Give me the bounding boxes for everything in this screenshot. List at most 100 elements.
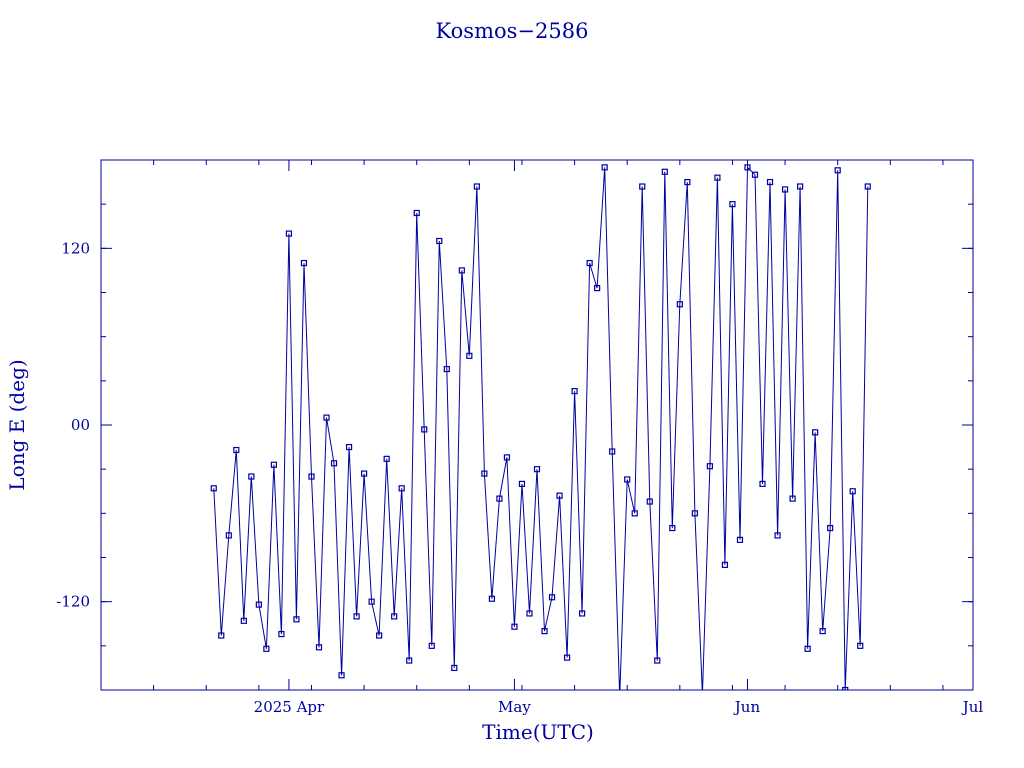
data-point bbox=[413, 209, 420, 217]
data-point bbox=[624, 476, 631, 483]
data-point bbox=[827, 524, 834, 532]
data-point bbox=[353, 613, 360, 620]
data-point bbox=[293, 616, 300, 623]
data-point bbox=[594, 284, 601, 292]
data-point bbox=[706, 463, 713, 470]
data-point bbox=[729, 201, 736, 208]
data-point bbox=[503, 454, 511, 461]
data-point bbox=[406, 657, 413, 664]
data-point bbox=[684, 178, 691, 186]
data-point bbox=[361, 470, 368, 477]
x-tick-label: 2025 Apr bbox=[254, 698, 325, 716]
series-group bbox=[210, 164, 871, 700]
x-tick-label: Jul bbox=[961, 698, 984, 716]
data-point bbox=[338, 672, 345, 679]
data-point bbox=[315, 644, 323, 651]
data-point bbox=[263, 645, 270, 652]
data-point bbox=[285, 230, 293, 237]
data-point bbox=[774, 532, 781, 539]
data-point bbox=[789, 495, 796, 502]
data-point bbox=[804, 645, 811, 652]
data-point bbox=[639, 183, 646, 190]
data-point bbox=[654, 657, 661, 664]
data-point bbox=[466, 352, 473, 359]
data-point bbox=[736, 536, 744, 543]
data-point bbox=[383, 455, 390, 462]
data-point bbox=[473, 183, 480, 190]
data-point bbox=[436, 237, 443, 245]
data-point bbox=[533, 466, 541, 473]
data-point bbox=[376, 632, 383, 639]
data-point bbox=[864, 183, 871, 190]
data-point bbox=[278, 630, 285, 638]
data-point bbox=[481, 470, 488, 477]
x-tick-label: Jun bbox=[733, 698, 761, 716]
data-point bbox=[759, 480, 766, 487]
data-point bbox=[488, 595, 495, 602]
data-point bbox=[781, 186, 789, 193]
data-point bbox=[308, 473, 315, 480]
data-point bbox=[458, 267, 465, 274]
data-point bbox=[819, 628, 826, 635]
plot-frame bbox=[100, 159, 974, 691]
data-point bbox=[255, 601, 262, 608]
data-point bbox=[511, 623, 518, 630]
data-point bbox=[526, 610, 533, 617]
data-point bbox=[797, 183, 804, 190]
data-point bbox=[571, 388, 578, 395]
data-point bbox=[676, 301, 683, 308]
data-point bbox=[270, 461, 277, 468]
data-point bbox=[563, 654, 571, 661]
data-point bbox=[368, 598, 375, 605]
series-line bbox=[213, 166, 869, 690]
data-point bbox=[849, 488, 856, 495]
data-point bbox=[541, 628, 548, 635]
data-point bbox=[751, 171, 759, 178]
axis-ticks bbox=[100, 159, 974, 691]
data-point bbox=[330, 460, 338, 467]
data-point bbox=[669, 524, 676, 532]
data-point bbox=[496, 495, 503, 502]
data-point bbox=[812, 429, 819, 436]
data-point bbox=[646, 498, 653, 505]
data-point bbox=[857, 642, 864, 649]
data-point bbox=[586, 259, 593, 267]
data-point bbox=[210, 485, 217, 492]
data-point bbox=[451, 664, 458, 672]
data-point bbox=[518, 480, 526, 487]
y-axis-label: Long E (deg) bbox=[5, 359, 29, 490]
data-point bbox=[721, 561, 729, 568]
data-point bbox=[548, 594, 556, 601]
data-point bbox=[300, 259, 308, 267]
data-point bbox=[421, 426, 428, 433]
chart-title: Kosmos−2586 bbox=[436, 19, 589, 43]
data-point bbox=[240, 617, 247, 624]
data-point bbox=[842, 686, 849, 690]
data-point bbox=[391, 613, 398, 620]
data-point bbox=[233, 446, 240, 454]
data-point bbox=[617, 695, 622, 700]
data-point bbox=[248, 473, 255, 480]
data-point bbox=[631, 510, 638, 517]
x-tick-label: May bbox=[498, 698, 531, 716]
data-point bbox=[556, 492, 563, 499]
data-point bbox=[218, 632, 225, 639]
data-point bbox=[345, 443, 353, 451]
data-point bbox=[609, 448, 616, 455]
x-axis-label: Time(UTC) bbox=[482, 720, 594, 744]
data-point bbox=[714, 174, 721, 181]
data-point bbox=[744, 164, 751, 171]
y-tick-label: -120 bbox=[56, 593, 90, 611]
data-point bbox=[398, 485, 405, 492]
tick-labels: 2025 Apr May Jun Jul 120 00 -120 bbox=[56, 239, 983, 716]
data-point bbox=[428, 642, 435, 649]
data-point bbox=[323, 414, 330, 421]
y-tick-label: 00 bbox=[71, 416, 90, 434]
data-point bbox=[700, 692, 705, 697]
data-point bbox=[661, 168, 668, 175]
data-point bbox=[225, 532, 232, 539]
data-point bbox=[579, 610, 586, 617]
data-point bbox=[691, 510, 698, 517]
data-point bbox=[834, 167, 841, 174]
